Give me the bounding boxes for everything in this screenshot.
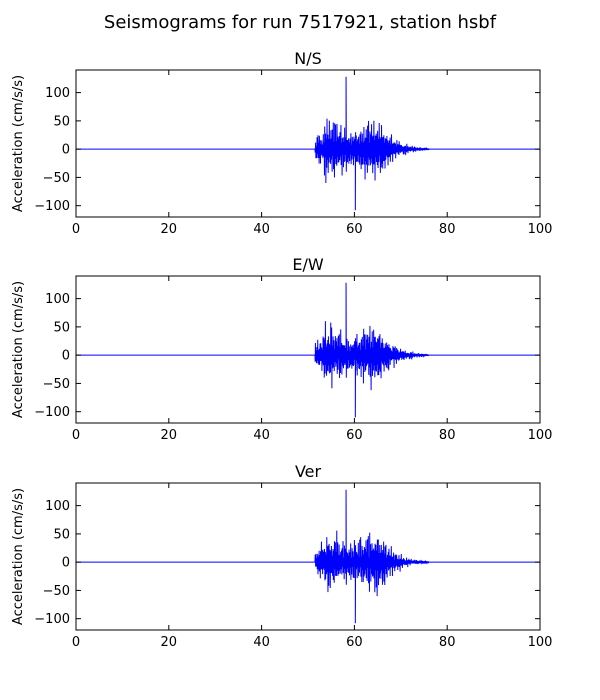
series-line (76, 489, 540, 624)
y-tick-label: −50 (43, 377, 70, 392)
panel-0: N/S Acceleration (cm/s/s) 0 20 40 60 80 100 −100… (11, 49, 552, 237)
y-tick-label: 0 (62, 556, 70, 571)
x-tick-label: 20 (161, 222, 178, 237)
y-tick-label: 50 (53, 320, 70, 335)
x-tick-label: 40 (253, 222, 270, 237)
panel-1: E/W Acceleration (cm/s/s) 0 20 40 60 80 100 −100… (11, 255, 552, 443)
x-tick-label: 60 (346, 428, 363, 443)
x-tick-label: 80 (439, 428, 456, 443)
panels: N/S Acceleration (cm/s/s) 0 20 40 60 80 100 −100… (11, 49, 552, 650)
y-tick-label: −50 (43, 171, 70, 186)
y-axis-label: Acceleration (cm/s/s) (11, 281, 26, 418)
x-tick-label: 80 (439, 222, 456, 237)
y-tick-label: −100 (34, 405, 70, 420)
x-tick-label: 60 (346, 635, 363, 650)
x-tick-label: 40 (253, 635, 270, 650)
panel-title: N/S (294, 49, 322, 68)
x-tick-label: 100 (528, 222, 553, 237)
y-tick-label: 50 (53, 114, 70, 129)
y-tick-label: 100 (45, 86, 70, 101)
x-tick-label: 20 (161, 428, 178, 443)
x-tick-label: 0 (72, 635, 80, 650)
axes-frame (75, 482, 541, 631)
series-line (76, 282, 540, 418)
x-tick-label: 0 (72, 428, 80, 443)
axes-frame (75, 275, 541, 424)
x-tick-label: 100 (528, 635, 553, 650)
panel-2: Ver Acceleration (cm/s/s) 0 20 40 60 80 100 −100… (11, 462, 552, 650)
series-line (76, 76, 540, 211)
y-axis-label: Acceleration (cm/s/s) (11, 75, 26, 212)
x-tick-label: 80 (439, 635, 456, 650)
panel-title: E/W (292, 255, 324, 274)
y-tick-label: −100 (34, 612, 70, 627)
y-tick-label: −100 (34, 199, 70, 214)
y-tick-label: −50 (43, 584, 70, 599)
y-tick-label: 50 (53, 527, 70, 542)
y-tick-label: 0 (62, 143, 70, 158)
x-tick-label: 100 (528, 428, 553, 443)
y-axis-label: Acceleration (cm/s/s) (11, 488, 26, 625)
y-tick-label: 100 (45, 499, 70, 514)
x-tick-label: 40 (253, 428, 270, 443)
x-tick-label: 20 (161, 635, 178, 650)
y-tick-label: 0 (62, 349, 70, 364)
panel-title: Ver (295, 462, 322, 481)
x-tick-label: 60 (346, 222, 363, 237)
x-tick-label: 0 (72, 222, 80, 237)
figure-title: Seismograms for run 7517921, station hsb… (104, 12, 497, 33)
y-tick-label: 100 (45, 292, 70, 307)
axes-frame (75, 69, 541, 218)
